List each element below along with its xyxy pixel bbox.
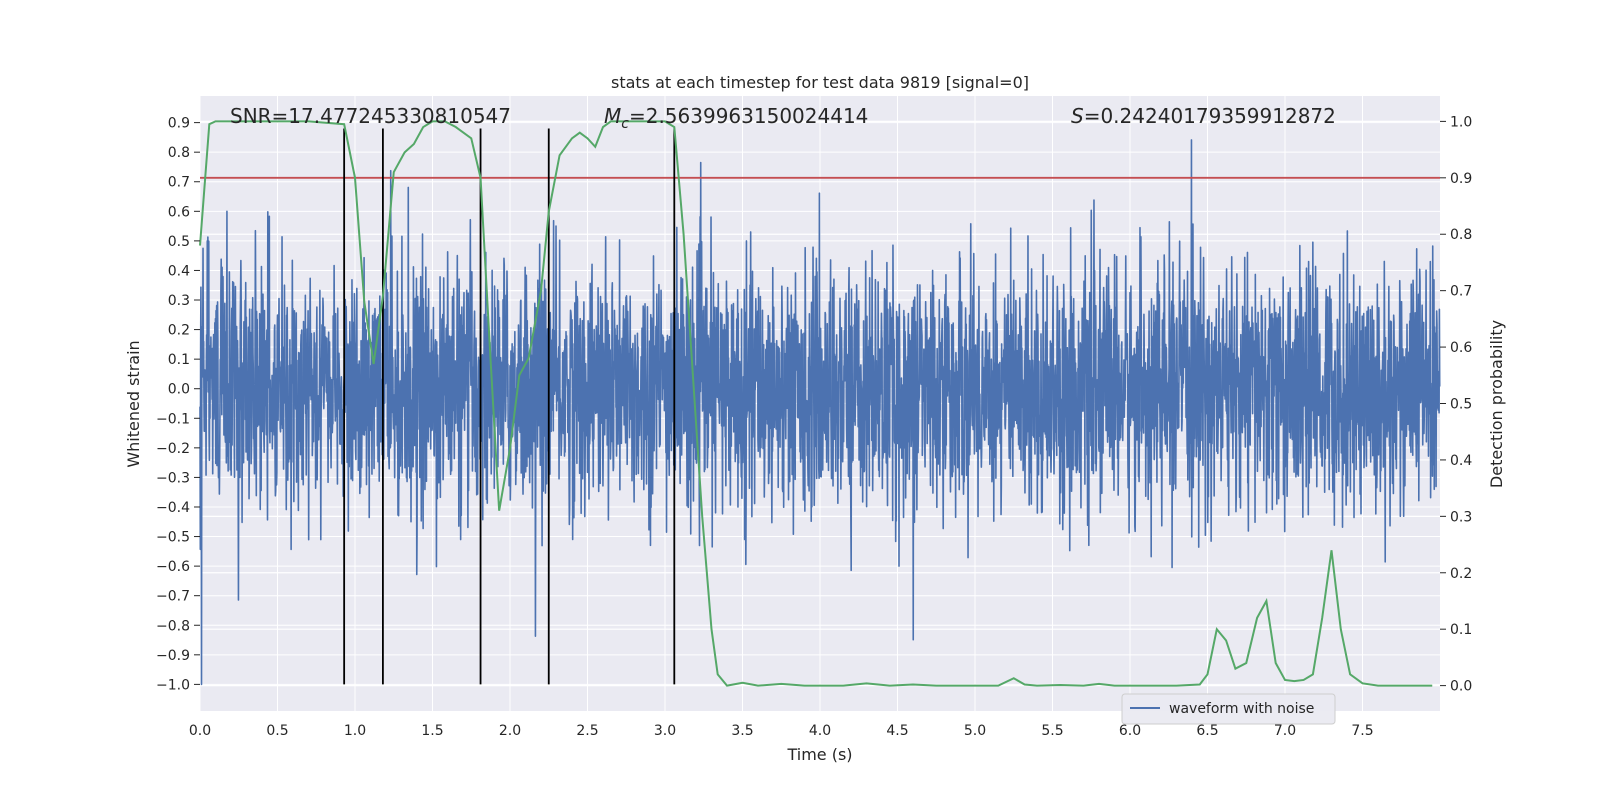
y-right-tick-label: 1.0 [1450,114,1472,130]
y-right-tick-label: 0.4 [1450,453,1472,469]
chart-title: stats at each timestep for test data 981… [611,73,1029,92]
y-left-tick-label: −0.6 [156,559,190,575]
x-tick-label: 0.0 [189,723,211,739]
y-left-tick-label: 0.5 [168,234,190,250]
y-left-tick-label: 0.2 [168,323,190,339]
y-right-tick-label: 0.8 [1450,227,1472,243]
y-left-tick-label: 0.0 [168,382,190,398]
x-tick-label: 4.5 [886,723,908,739]
s-value: =0.24240179359912872 [1084,104,1336,128]
y-right-tick-label: 0.0 [1450,679,1472,695]
x-tick-label: 3.0 [654,723,676,739]
y-left-tick-label: 0.1 [168,352,190,368]
y-right-tick-label: 0.1 [1450,622,1472,638]
y-left-tick-label: −0.8 [156,618,190,634]
y-right-axis-label: Detection probability [1487,320,1506,488]
y-right-tick-label: 0.3 [1450,509,1472,525]
y-left-tick-label: −0.1 [156,411,190,427]
y-right-tick-label: 0.9 [1450,171,1472,187]
x-tick-label: 1.0 [344,723,366,739]
s-symbol: S [1071,104,1084,128]
detection-markers [343,128,676,685]
legend-box [1121,693,1336,725]
y-left-tick-label: 0.7 [168,175,190,191]
y-right-tick-label: 0.7 [1450,284,1472,300]
snr-annotation: SNR=17.477245330810547 [230,104,511,128]
x-tick-label: 1.5 [421,723,443,739]
y-left-tick-label: 0.4 [168,263,190,279]
x-tick-label: 2.0 [499,723,521,739]
y-left-tick-label: 0.8 [168,145,190,161]
y-left-tick-label: −0.7 [156,589,190,605]
y-left-tick-label: 0.3 [168,293,190,309]
x-tick-label: 2.5 [576,723,598,739]
waveform-series [199,139,1441,686]
chirp-mass-symbol: M [604,104,621,128]
x-tick-label: 6.0 [1119,723,1141,739]
chirp-mass-subscript: c [621,116,629,132]
y-left-tick-label: 0.6 [168,204,190,220]
y-right-tick-label: 0.2 [1450,566,1472,582]
x-axis-label: Time (s) [786,745,852,764]
legend-label: waveform with noise [1169,701,1314,717]
x-tick-label: 5.0 [964,723,986,739]
y-left-tick-label: −0.3 [156,470,190,486]
probability-series [199,120,1433,687]
y-left-tick-label: −0.2 [156,441,190,457]
y-left-tick-label: −0.5 [156,530,190,546]
x-tick-label: 7.5 [1351,723,1373,739]
x-tick-label: 5.5 [1041,723,1063,739]
y-left-tick-label: −0.4 [156,500,190,516]
y-left-tick-label: 0.9 [168,116,190,132]
probability-line [199,120,1433,687]
y-left-tick-label: −0.9 [156,648,190,664]
x-tick-label: 6.5 [1196,723,1218,739]
legend: waveform with noise [1121,693,1336,725]
x-tick-label: 7.0 [1274,723,1296,739]
chirp-mass-annotation: Mc=2.5639963150024414 [604,104,868,132]
y-right-tick-label: 0.5 [1450,397,1472,413]
y-left-tick-label: −1.0 [156,677,190,693]
x-tick-label: 3.5 [731,723,753,739]
waveform-line [199,139,1441,686]
y-left-axis-label: Whitened strain [124,340,143,467]
x-tick-label: 0.5 [266,723,288,739]
x-axis-ticks: 0.0 0.5 1.0 1.5 2.0 2.5 3.0 3.5 4.0 4.5 5.0 5.5 6.0 6… [189,723,1374,739]
s-annotation: S=0.24240179359912872 [1071,104,1336,128]
y-left-axis-ticks: 0.9 0.8 0.7 0.6 0.5 0.4 0.3 0.2 0.1 0.0 −0.1 −0.2 −0… [156,116,200,693]
y-right-tick-label: 0.6 [1450,340,1472,356]
x-tick-label: 4.0 [809,723,831,739]
y-right-axis-ticks: 1.0 0.9 0.8 0.7 0.6 0.5 0.4 0.3 0.2 0.1 0.0 [1440,114,1472,695]
chirp-mass-value: =2.5639963150024414 [629,104,868,128]
